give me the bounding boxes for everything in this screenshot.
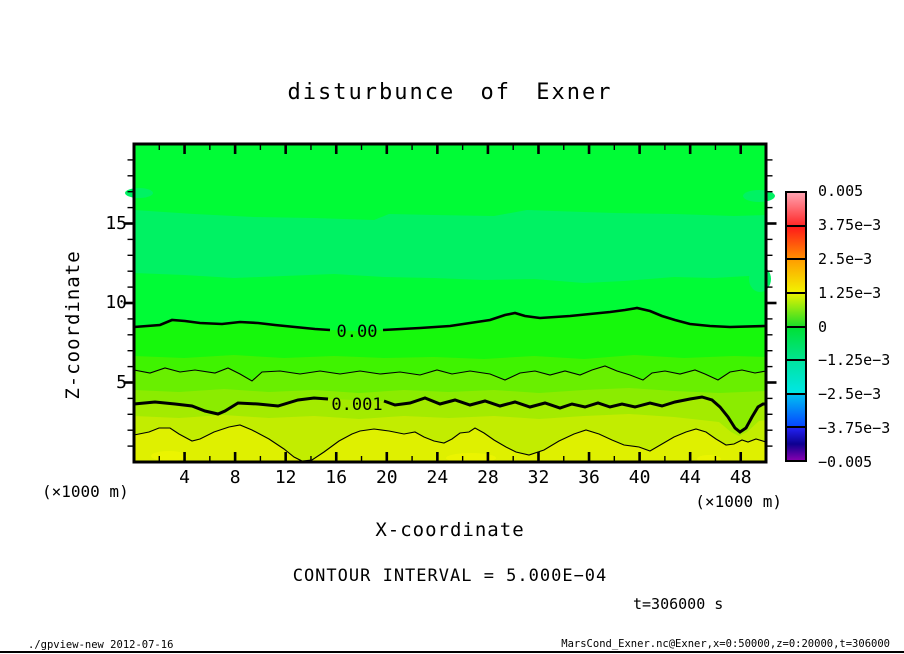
contour-line-0.0005 — [133, 365, 767, 382]
y-tick-label: 10 — [105, 292, 127, 313]
colorbar — [785, 191, 807, 462]
colorbar-label: 3.75e−3 — [818, 215, 882, 234]
contour-interval-text: CONTOUR INTERVAL = 5.000E−04 — [292, 566, 608, 586]
colorbar-cell — [787, 258, 805, 292]
x-tick-label: 20 — [375, 467, 398, 488]
colorbar-cell — [787, 325, 805, 360]
tone-band-teal — [134, 210, 766, 283]
tone-patch-left — [125, 188, 153, 198]
contour-line-0.00-right — [382, 306, 767, 332]
colorbar-label: 0 — [818, 317, 828, 336]
colorbar-cell — [787, 392, 805, 427]
footer-source-text: MarsCond_Exner.nc@Exner,x=0:50000,z=0:20… — [561, 638, 890, 650]
x-tick-label: 24 — [426, 467, 449, 488]
colorbar-cell — [787, 426, 805, 460]
x-tick-label: 36 — [578, 467, 600, 488]
x-tick-label: 48 — [729, 467, 752, 488]
footer-command-text: ./gpview-new 2012-07-16 — [28, 639, 174, 651]
x-tick-label: 28 — [477, 467, 499, 488]
x-axis-unit-label: (×1000 m) — [695, 492, 782, 511]
colorbar-label: −2.5e−3 — [818, 385, 882, 404]
x-tick-label: 40 — [628, 467, 651, 488]
contour-label-0.001: 0.001 — [331, 395, 382, 415]
contour-line-0.001-right — [383, 395, 766, 434]
contour-line-0.001-left — [133, 396, 329, 416]
colorbar-label: 1.25e−3 — [818, 283, 882, 302]
colorbar-cell — [787, 224, 805, 259]
tone-band-g — [134, 425, 766, 462]
colorbar-label: 0.005 — [818, 182, 864, 200]
bottom-rule — [0, 651, 904, 653]
axis-ticks — [123, 145, 777, 461]
x-tick-label: 12 — [274, 467, 297, 488]
contour-plot: 0.00 0.001 — [123, 142, 777, 464]
contour-label-0.00: 0.00 — [337, 322, 378, 342]
contour-line-0.00-left — [133, 318, 331, 332]
x-axis-label: X-coordinate — [375, 519, 525, 541]
x-tick-label: 32 — [527, 467, 550, 488]
tone-patch-right-mid — [749, 266, 771, 292]
contour-line-0.0015 — [133, 424, 767, 462]
time-text: t=306000 s — [633, 595, 724, 613]
y-axis-label: Z-coordinate — [62, 250, 84, 400]
tone-pocket-yellow-1 — [151, 451, 187, 461]
x-tick-label: 8 — [229, 467, 241, 488]
colorbar-label: −0.005 — [818, 453, 873, 471]
x-tick-label: 4 — [179, 467, 190, 488]
colorbar-cell — [787, 291, 805, 326]
x-tick-label: 44 — [679, 467, 701, 488]
y-axis-unit-label: (×1000 m) — [42, 482, 129, 501]
y-tick-label: 5 — [116, 371, 127, 393]
colorbar-label: −1.25e−3 — [818, 351, 891, 370]
chart-title: disturbunce of Exner — [287, 80, 613, 105]
y-tick-label: 15 — [105, 212, 127, 234]
colorbar-label: −3.75e−3 — [818, 419, 891, 438]
x-tick-label: 16 — [325, 467, 348, 488]
colorbar-label: 2.5e−3 — [818, 249, 873, 268]
plot-area-border — [132, 142, 768, 464]
colorbar-cell — [787, 359, 805, 393]
colorbar-cell — [787, 193, 805, 225]
